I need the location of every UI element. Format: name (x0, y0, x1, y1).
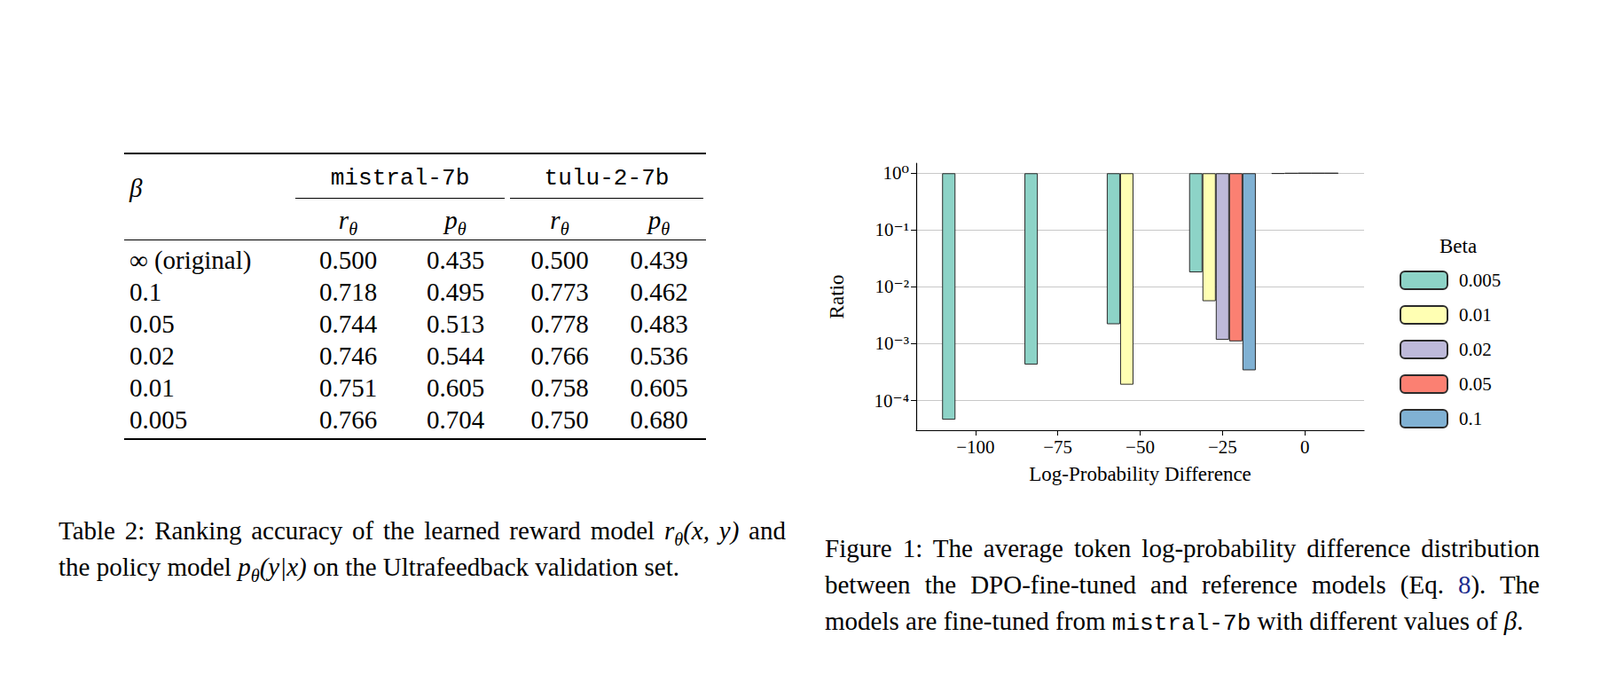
html-text:pθ: pθ (444, 205, 467, 239)
html-text:0.544: 0.544 (426, 341, 485, 370)
html-text:0.773: 0.773 (530, 277, 589, 306)
svg-text:0.005: 0.005 (1458, 269, 1501, 291)
html-text:β: β (129, 173, 143, 203)
html-text:0.746: 0.746 (319, 341, 378, 370)
html-text:0.536: 0.536 (630, 341, 688, 370)
html-text:0.01: 0.01 (129, 373, 175, 402)
svg-text:−50: −50 (1125, 436, 1155, 458)
html-text:0.435: 0.435 (426, 245, 485, 275)
html-text:pθ: pθ (648, 205, 670, 239)
svg-text:−100: −100 (956, 436, 995, 458)
html-text:0.766: 0.766 (530, 341, 589, 370)
html-text:0.704: 0.704 (426, 405, 485, 434)
svg-text:0: 0 (1300, 436, 1310, 458)
html-text:0.605: 0.605 (426, 373, 485, 402)
html-text:0.500: 0.500 (319, 245, 378, 275)
svg-text:−75: −75 (1043, 436, 1073, 458)
svg-text:0.05: 0.05 (1458, 373, 1492, 395)
html-text:0.1: 0.1 (129, 277, 162, 306)
svg-text:10⁻²: 10⁻² (875, 275, 910, 298)
svg-text:10⁰: 10⁰ (883, 162, 910, 184)
svg-text:−25: −25 (1207, 436, 1238, 458)
svg-text:0.01: 0.01 (1458, 304, 1492, 326)
svg-text:10⁻¹: 10⁻¹ (875, 219, 910, 241)
svg-text:Log-Probability Difference: Log-Probability Difference (1028, 462, 1252, 486)
svg-text:Ratio: Ratio (825, 274, 848, 320)
html-text:rθ: rθ (550, 205, 570, 239)
html-text:∞ (original): ∞ (original) (129, 245, 252, 275)
html-text:0.680: 0.680 (630, 405, 688, 434)
html-text:0.605: 0.605 (630, 373, 688, 402)
svg-text:Beta: Beta (1439, 235, 1477, 258)
html-text:0.483: 0.483 (630, 309, 688, 338)
html-text:0.05: 0.05 (129, 309, 175, 338)
html-text:tulu-2-7b: tulu-2-7b (544, 164, 670, 192)
html-text:rθ: rθ (338, 205, 358, 239)
html-text:0.439: 0.439 (630, 245, 688, 275)
html-text:Table 2: Ranking accuracy of t: Table 2: Ranking accuracy of the learned… (58, 516, 786, 586)
html-text:0.495: 0.495 (426, 277, 485, 306)
html-text:0.513: 0.513 (426, 309, 485, 338)
html-text:0.751: 0.751 (319, 373, 378, 402)
html-text:0.718: 0.718 (319, 277, 378, 306)
html-text:0.750: 0.750 (530, 405, 589, 434)
svg-text:10⁻⁴: 10⁻⁴ (874, 390, 910, 412)
html-text:0.005: 0.005 (129, 405, 188, 434)
html-text:mistral-7b: mistral-7b (330, 164, 470, 192)
html-text:Figure 1: The average token lo: Figure 1: The average token log-probabil… (824, 533, 1540, 637)
html-text:0.500: 0.500 (530, 245, 589, 275)
html-text:0.744: 0.744 (319, 309, 378, 338)
html-text:0.766: 0.766 (319, 405, 378, 434)
html-text:0.462: 0.462 (630, 277, 688, 306)
svg-text:0.1: 0.1 (1458, 407, 1483, 430)
html-text:0.778: 0.778 (530, 309, 589, 338)
html-text:0.758: 0.758 (530, 373, 589, 402)
svg-text:10⁻³: 10⁻³ (875, 332, 910, 354)
svg-text:0.02: 0.02 (1458, 338, 1492, 361)
html-text:0.02: 0.02 (129, 341, 175, 370)
